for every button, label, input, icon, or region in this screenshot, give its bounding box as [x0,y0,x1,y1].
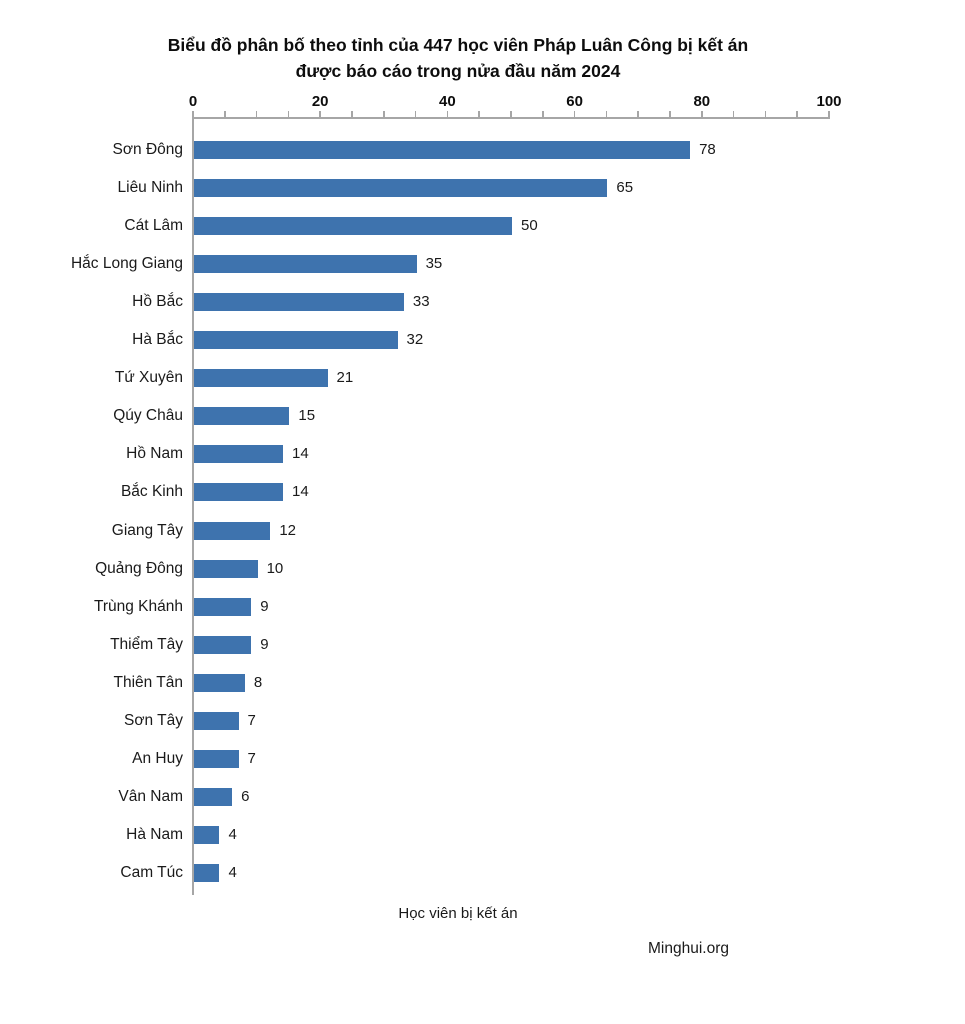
bar [194,331,398,350]
category-label: Hắc Long Giang [70,255,183,273]
bar [194,521,271,540]
bar [194,483,284,502]
value-label: 33 [412,293,430,311]
chart-title-line1: Biểu đồ phân bố theo tỉnh của 447 học vi… [167,35,749,55]
bar [194,407,290,426]
x-axis-tick [828,111,830,117]
value-label: 65 [616,179,634,197]
x-axis-tick [796,111,798,117]
value-label: 35 [425,255,443,273]
x-axis-tick-label: 0 [188,93,198,110]
category-label: Hồ Nam [126,445,183,463]
bar [194,293,404,312]
bar [194,559,258,578]
category-label: Qúy Châu [113,407,183,425]
category-label: Hà Nam [126,825,183,843]
category-label: Liêu Ninh [117,179,184,197]
category-label: Sơn Tây [124,711,183,729]
value-label: 15 [298,407,316,425]
value-label: 8 [253,673,263,691]
value-label: 4 [228,825,237,843]
bar [194,863,220,882]
value-label: 32 [406,331,424,349]
chart-title-line2: được báo cáo trong nửa đầu năm 2024 [295,61,621,81]
x-axis-tick [446,111,449,117]
value-label: 9 [260,597,269,615]
category-label: Thiên Tân [113,673,183,691]
category-label: Cát Lâm [124,217,183,235]
category-label: Vân Nam [118,787,183,805]
source-credit: Minghui.org [648,940,729,957]
bar [194,141,691,159]
x-axis-tick [542,111,544,117]
category-label: Hà Bắc [132,331,183,349]
category-label: Hồ Bắc [132,293,183,311]
bar [194,445,284,464]
category-label: Bắc Kinh [120,483,183,501]
x-axis-tick [414,111,417,117]
x-axis-tick-label: 20 [311,93,329,110]
x-axis-line [192,117,830,119]
x-axis-title: Học viên bị kết án [398,905,518,922]
bar [194,825,220,844]
x-axis-tick [573,111,576,117]
category-label: Cam Túc [120,863,183,881]
value-label: 7 [247,749,256,767]
y-axis-line [192,117,194,895]
value-label: 21 [336,369,354,387]
x-axis-tick-labels: 0 20 40 60 80 100 [0,93,965,111]
category-label: Quảng Đông [95,559,183,577]
x-axis-tick [510,111,512,117]
category-label: Trùng Khánh [93,597,183,615]
bar [194,217,512,236]
value-label: 14 [292,483,309,501]
x-axis-tick [319,111,321,117]
x-axis-tick-label: 100 [816,93,842,110]
value-label: 12 [279,521,296,539]
bar [194,711,239,730]
x-axis-tick-label: 40 [439,93,456,110]
value-label: 78 [699,141,716,158]
value-label: 50 [521,217,538,235]
x-axis-tick [224,111,226,117]
x-axis-tick [764,111,767,117]
value-label: 10 [266,559,284,577]
x-axis-tick [351,111,353,117]
x-axis-tick [478,111,480,117]
x-axis-tick [383,111,385,117]
x-axis-tick [255,111,258,117]
value-label: 7 [247,711,256,729]
x-axis-tick [669,111,671,117]
bar [194,635,252,654]
category-label: Giang Tây [111,521,183,539]
value-label: 6 [241,787,250,805]
x-axis-tick [605,111,608,117]
bar [194,787,233,806]
category-label: Sơn Đông [112,141,183,158]
chart-title: Biểu đồ phân bố theo tỉnh của 447 học vi… [0,32,916,84]
x-axis-tick-label: 60 [566,93,583,110]
category-label: An Huy [132,749,183,767]
value-label: 14 [292,445,309,463]
x-axis-tick [192,111,194,117]
bar [194,597,252,616]
bar [194,369,328,388]
x-axis-tick-label: 80 [693,93,711,110]
category-label: Thiểm Tây [110,635,183,653]
x-axis-tick [637,111,639,117]
x-axis-tick [701,111,703,117]
bar [194,673,245,692]
bar [194,179,608,198]
bar [194,749,239,768]
category-label: Tứ Xuyên [114,369,183,387]
x-axis-tick [287,111,290,117]
value-label: 9 [260,635,269,653]
x-axis-tick [732,111,735,117]
value-label: 4 [228,863,237,881]
bar [194,255,417,274]
